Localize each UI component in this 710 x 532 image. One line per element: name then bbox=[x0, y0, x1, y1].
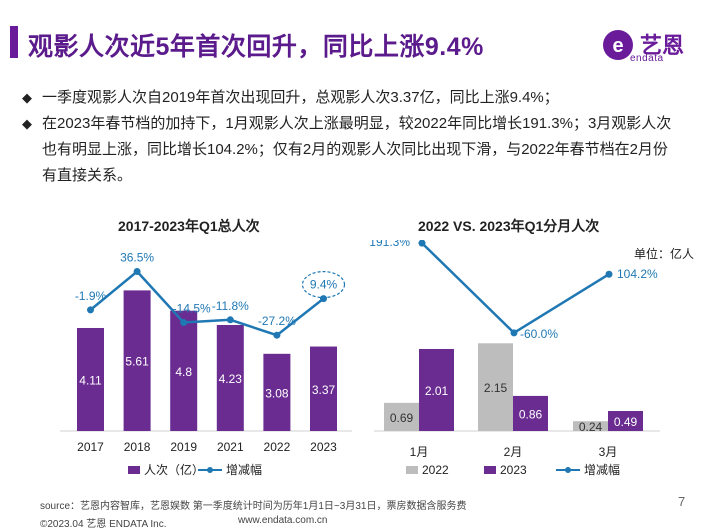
title-accent-bar bbox=[10, 26, 18, 58]
bar-label: 0.86 bbox=[519, 407, 543, 421]
line-point bbox=[226, 316, 234, 324]
line-label: -60.0% bbox=[520, 327, 558, 341]
endata-logo: e bbox=[603, 30, 633, 60]
legend-label: 增减幅 bbox=[226, 462, 262, 477]
bar-label: 0.24 bbox=[579, 420, 603, 434]
line-label: 36.5% bbox=[120, 251, 154, 265]
summary-bullets: ◆ 一季度观影人次自2019年首次出现回升，总观影人次3.37亿，同比上涨9.4… bbox=[22, 85, 682, 189]
bar-2023 bbox=[608, 411, 643, 431]
highlight-ellipse bbox=[301, 270, 346, 299]
footer-url[interactable]: www.endata.com.cn bbox=[238, 515, 328, 526]
bar bbox=[263, 353, 291, 431]
bullet-text: 一季度观影人次自2019年首次出现回升，总观影人次3.37亿，同比上涨9.4%； bbox=[42, 89, 559, 106]
line-point bbox=[133, 268, 141, 275]
bar-label: 3.37 bbox=[312, 383, 336, 397]
bar-label: 3.08 bbox=[265, 386, 289, 400]
svg-text:e: e bbox=[612, 35, 623, 57]
legend-marker bbox=[565, 467, 571, 473]
diamond-bullet-icon: ◆ bbox=[22, 90, 32, 105]
chart-annual-total: 4.11 2017 5.61 2018 4.8 2019 4.23 2021 3.08 2022 3… bbox=[60, 251, 352, 477]
line-label: 191.3% bbox=[369, 240, 410, 249]
legend-marker bbox=[207, 467, 213, 473]
line-label: -27.2% bbox=[258, 314, 296, 328]
series-line bbox=[421, 242, 610, 335]
bar-label: 0.69 bbox=[390, 411, 414, 425]
bar-label: 2.01 bbox=[425, 384, 449, 398]
line-point bbox=[273, 331, 281, 339]
bullet-item: ◆ 一季度观影人次自2019年首次出现回升，总观影人次3.37亿，同比上涨9.4… bbox=[22, 85, 682, 111]
line-label: -1.9% bbox=[75, 289, 107, 303]
tick-label: 2019 bbox=[170, 440, 197, 454]
line-point bbox=[180, 319, 188, 326]
logo-text: 艺恩 bbox=[640, 33, 685, 58]
logo-circle-icon bbox=[603, 30, 633, 60]
legend-swatch-2023 bbox=[484, 466, 496, 474]
line-label: 9.4% bbox=[310, 278, 338, 292]
tick-label: 2023 bbox=[310, 440, 337, 454]
footer-source: source：艺恩内容智库，艺恩娱数 第一季度统计时间为历年1月1日~3月31日… bbox=[40, 501, 467, 512]
tick-label: 2017 bbox=[77, 440, 104, 454]
bar bbox=[170, 310, 198, 431]
bar-2022 bbox=[573, 421, 608, 431]
legend-swatch-bar bbox=[128, 466, 140, 474]
tick-label: 2月 bbox=[504, 445, 523, 459]
logo-subtext: endata bbox=[630, 53, 664, 64]
chart-monthly-compare: 单位：亿人 0.69 2.01 1月 2.15 0.86 2月 0.24 0.49 3月 191.3… bbox=[369, 240, 694, 477]
line-label: -11.8% bbox=[212, 299, 249, 313]
bar-2022 bbox=[478, 343, 513, 431]
line-point bbox=[510, 329, 518, 337]
bar-label: 2.15 bbox=[484, 381, 508, 395]
page-title: 观影人次近5年首次回升，同比上涨9.4% bbox=[28, 33, 484, 61]
chart1-title: 2017-2023年Q1总人次 bbox=[118, 218, 260, 234]
bar-label: 4.8 bbox=[175, 365, 192, 379]
tick-label: 1月 bbox=[410, 445, 429, 459]
series-line bbox=[89, 269, 325, 337]
bar-label: 4.23 bbox=[219, 372, 243, 386]
bar bbox=[77, 327, 104, 431]
bar bbox=[310, 346, 337, 431]
bar-label: 0.49 bbox=[614, 415, 638, 429]
bar bbox=[123, 290, 151, 431]
line-point bbox=[418, 240, 426, 247]
legend-label: 增减幅 bbox=[584, 462, 620, 477]
tick-label: 2022 bbox=[264, 440, 291, 454]
diamond-bullet-icon: ◆ bbox=[22, 116, 32, 131]
bullet-item: ◆ 在2023年春节档的加持下，1月观影人次上涨最明显，较2022年同比增长19… bbox=[22, 111, 682, 189]
legend-label: 2023 bbox=[500, 463, 527, 477]
bar-2023 bbox=[419, 348, 454, 431]
legend-label: 人次（亿） bbox=[144, 462, 204, 477]
bar-label: 4.11 bbox=[79, 373, 102, 387]
bar-label: 5.61 bbox=[125, 355, 149, 369]
chart2-title: 2022 VS. 2023年Q1分月人次 bbox=[418, 218, 600, 234]
bar-2022 bbox=[384, 402, 419, 431]
bar bbox=[216, 324, 244, 431]
line-point bbox=[320, 295, 327, 303]
line-label: -14.5% bbox=[173, 302, 211, 316]
tick-label: 3月 bbox=[599, 445, 618, 459]
bar-2023 bbox=[513, 395, 548, 431]
line-point bbox=[87, 306, 94, 314]
tick-label: 2021 bbox=[217, 440, 244, 454]
line-point bbox=[605, 270, 613, 278]
bullet-text: 在2023年春节档的加持下，1月观影人次上涨最明显，较2022年同比增长191.… bbox=[42, 115, 672, 184]
legend-swatch-2022 bbox=[406, 466, 418, 474]
page-number: 7 bbox=[678, 494, 686, 509]
footer-copyright: ©2023.04 艺恩 ENDATA Inc. bbox=[40, 519, 167, 530]
legend-label: 2022 bbox=[422, 463, 449, 477]
tick-label: 2018 bbox=[124, 440, 151, 454]
unit-label: 单位：亿人 bbox=[634, 246, 694, 261]
line-label: 104.2% bbox=[617, 267, 658, 281]
